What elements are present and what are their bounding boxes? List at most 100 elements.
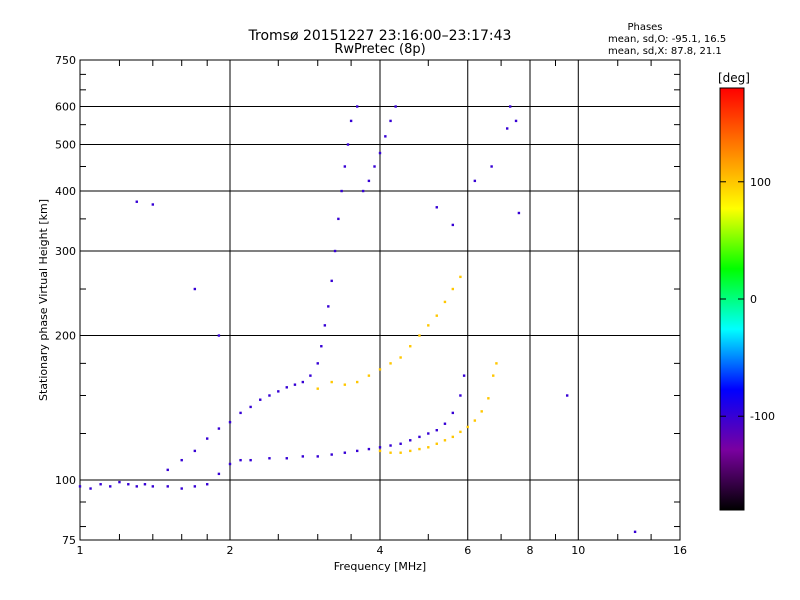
y-tick-label: 600 [55, 101, 76, 114]
scatter-point [301, 380, 305, 384]
scatter-point [343, 383, 347, 386]
scatter-point [399, 451, 402, 454]
scatter-point [78, 485, 82, 488]
scatter-point [495, 362, 498, 365]
scatter-point [327, 305, 330, 308]
scatter-point [285, 457, 288, 460]
scatter-point [355, 380, 359, 384]
scatter-point [435, 314, 438, 317]
scatter-point [389, 444, 392, 447]
scatter-point [259, 398, 262, 401]
scatter-point [378, 151, 382, 155]
scatter-point [459, 394, 462, 397]
x-tick-label: 8 [527, 544, 534, 557]
scatter-point [480, 410, 483, 413]
scatter-point [239, 458, 242, 462]
scatter-point [565, 394, 569, 397]
scatter-point [268, 457, 271, 460]
scatter-point [459, 430, 462, 434]
scatter-point [367, 179, 371, 183]
scatter-point [301, 455, 305, 458]
scatter-point [361, 189, 365, 193]
y-tick-label: 100 [55, 474, 76, 487]
y-tick-label: 750 [55, 54, 76, 67]
scatter-point [239, 411, 242, 415]
scatter-point [473, 179, 477, 183]
scatter-point [340, 189, 343, 193]
scatter-point [373, 165, 376, 168]
scatter-point [378, 449, 382, 453]
scatter-point [492, 374, 495, 377]
scatter-point [418, 447, 421, 451]
scatter-point [166, 485, 169, 488]
scatter-point [320, 345, 323, 348]
y-axis: 75 100 200 300 400 500 600 750 [55, 54, 680, 547]
scatter-point [517, 211, 521, 215]
scatter-point [217, 427, 221, 430]
scatter-point [135, 485, 138, 488]
scatter-point [277, 390, 280, 393]
scatter-point [633, 530, 637, 534]
scatter-point [249, 458, 252, 462]
scatter-point [180, 458, 183, 462]
x-tick-label: 1 [77, 544, 84, 557]
scatter-point [355, 449, 359, 453]
scatter-point [451, 435, 455, 439]
scatter-point [443, 422, 447, 425]
scatter-point [427, 432, 430, 435]
stats-line-x: mean, sd,X: 87.8, 21.1 [608, 46, 722, 57]
scatter-point [367, 447, 371, 451]
scatter-point [109, 485, 112, 488]
scatter-point [228, 462, 232, 466]
scatter-point [435, 442, 438, 445]
scatter-point [180, 487, 183, 490]
scatter-point [285, 386, 288, 389]
y-axis-label: Stationary phase Virtual Height [km] [37, 199, 50, 401]
scatter-point [118, 480, 121, 484]
scatter-point [127, 483, 130, 486]
scatter-point [508, 105, 512, 108]
scatter-point [378, 446, 382, 449]
scatter-point [268, 394, 271, 397]
colorbar-label: [deg] [718, 71, 750, 85]
scatter-point [435, 206, 438, 209]
scatter-point [330, 453, 333, 456]
scatter-point [389, 451, 392, 454]
scatter-point [418, 334, 421, 337]
plot-area: 1 2 4 6 8 10 16 75 100 200 300 400 500 600 750 [55, 54, 687, 557]
scatter-point [427, 324, 430, 327]
scatter-point [409, 449, 412, 453]
scatter-point [166, 468, 169, 472]
scatter-point [514, 119, 518, 123]
scatter-point [89, 487, 92, 490]
scatter-point [384, 135, 387, 138]
x-tick-label: 2 [227, 544, 234, 557]
x-tick-label: 6 [464, 544, 471, 557]
scatter-point [323, 324, 327, 327]
scatter-point [389, 119, 392, 123]
scatter-point [205, 483, 209, 486]
scatter-point [309, 374, 312, 377]
x-tick-label: 16 [673, 544, 687, 557]
x-axis: 1 2 4 6 8 10 16 [77, 60, 687, 557]
y-tick-label: 200 [55, 330, 76, 343]
chart-subtitle: RwPretec (8p) [334, 42, 425, 57]
x-tick-label: 4 [377, 544, 384, 557]
scatter-point [343, 451, 347, 454]
scatter-point [409, 439, 412, 442]
scatter-point [435, 429, 438, 432]
scatter-point [487, 397, 490, 400]
scatter-point [427, 446, 430, 449]
scatter-point [346, 143, 350, 146]
scatter-point [151, 485, 155, 488]
scatter-point [330, 380, 333, 384]
scatter-point [451, 287, 455, 291]
scatter-point [249, 405, 252, 409]
y-tick-label: 75 [62, 534, 76, 547]
scatter-point [217, 334, 221, 337]
scatter-point [217, 472, 221, 476]
y-tick-label: 400 [55, 185, 76, 198]
scatter-point [193, 287, 197, 291]
scatter-point [330, 279, 333, 283]
stats-line-o: mean, sd,O: -95.1, 16.5 [608, 34, 726, 45]
